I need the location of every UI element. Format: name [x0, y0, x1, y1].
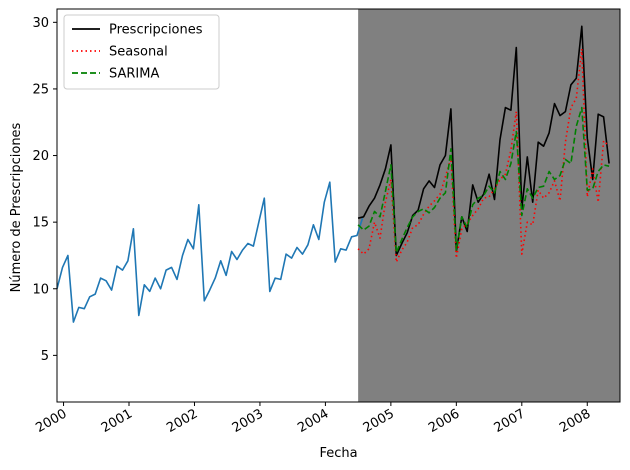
x-axis: 2000 2001 2002 2003 2004 2005 2006 2007 2008	[33, 402, 593, 436]
forecast-shaded-region	[358, 9, 620, 402]
x-tick-label: 2000	[33, 406, 69, 436]
legend-label-prescripciones: Prescripciones	[109, 23, 203, 38]
y-tick-label: 30	[32, 16, 49, 31]
y-tick-label: 15	[32, 216, 49, 231]
y-tick-label: 25	[32, 82, 49, 97]
legend-label-seasonal: Seasonal	[109, 45, 168, 60]
legend: Prescripciones Seasonal SARIMA	[63, 14, 220, 90]
y-tick-label: 5	[41, 349, 49, 364]
x-tick-label: 2004	[295, 406, 331, 436]
y-tick-label: 20	[32, 149, 49, 164]
series-layer	[56, 25, 610, 323]
x-tick-label: 2007	[492, 406, 528, 436]
x-tick-label: 2002	[164, 406, 200, 436]
x-axis-label: Fecha	[319, 446, 357, 461]
y-axis: 5 10 15 20 25 30	[32, 16, 57, 364]
legend-box	[63, 14, 220, 90]
y-tick-label: 10	[32, 282, 49, 297]
x-tick-label: 2005	[361, 406, 397, 436]
x-tick-label: 2006	[426, 406, 462, 436]
plot-frame	[56, 8, 621, 403]
x-tick-label: 2003	[230, 406, 266, 436]
series-line-history	[56, 181, 364, 323]
x-tick-label: 2008	[557, 406, 593, 436]
y-axis-label: Número de Prescripciones	[9, 122, 24, 292]
legend-label-sarima: SARIMA	[109, 67, 159, 82]
series-line-sarima	[357, 106, 610, 254]
x-tick-label: 2001	[99, 406, 135, 436]
